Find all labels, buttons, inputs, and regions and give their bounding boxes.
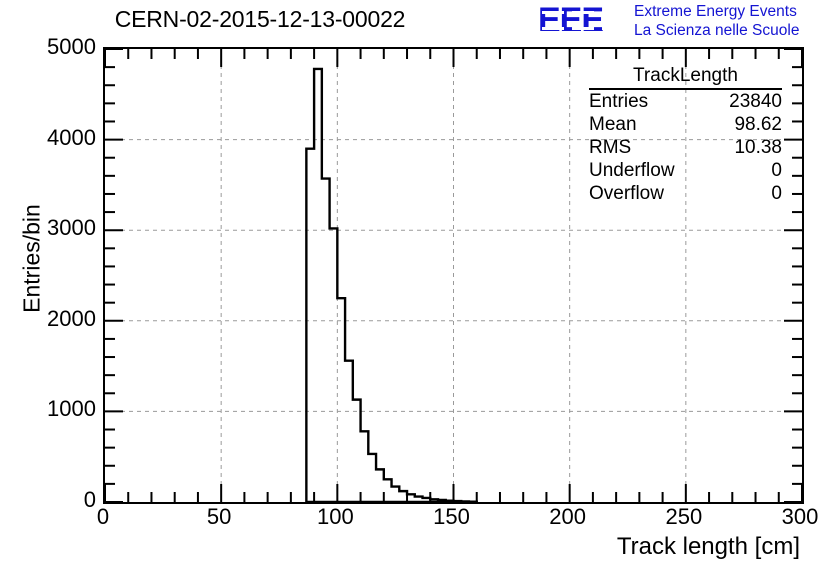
- y-axis-tick-labels: 0 1000 2000 3000 4000 5000: [0, 36, 96, 511]
- eee-logo-strike-5: [602, 11, 624, 14]
- stats-row-value: 23840: [729, 91, 782, 112]
- stats-row: Overflow 0: [589, 182, 782, 205]
- stats-row-key: RMS: [589, 137, 632, 158]
- y-tick-label: 4000: [47, 124, 96, 150]
- stats-row: Underflow 0: [589, 159, 782, 182]
- x-tick-label: 100: [316, 504, 354, 529]
- stats-row-value: 98.62: [734, 114, 782, 135]
- eee-logo: EEE Extreme Energy Events La Scienza nel…: [538, 2, 834, 42]
- stats-row: Entries 23840: [589, 90, 782, 113]
- x-axis-tick-labels: 0 50 100 150 200 250 300: [97, 504, 818, 535]
- axis-ticks: [104, 48, 803, 503]
- eee-logo-strike-4: [572, 27, 594, 30]
- eee-logo-strike-2: [542, 27, 564, 30]
- y-tick-label: 1000: [47, 396, 96, 422]
- x-tick-label: 150: [433, 504, 470, 529]
- x-tick-label: 0: [96, 504, 110, 529]
- x-tick-label: 300: [781, 504, 819, 529]
- y-tick-label: 0: [83, 487, 96, 512]
- plot-frame: [103, 47, 804, 504]
- x-tick-label: 50: [206, 504, 232, 529]
- stats-row-key: Underflow: [589, 160, 675, 181]
- eee-logo-line-1: Extreme Energy Events: [634, 3, 797, 20]
- x-axis-title: Track length [cm]: [616, 533, 800, 560]
- eee-logo-strike-3: [572, 11, 594, 14]
- stats-box-rows: Entries 23840 Mean 98.62 RMS 10.38 Underflow 0 O…: [589, 90, 782, 205]
- y-tick-label: 2000: [47, 305, 96, 331]
- y-tick-label: 5000: [47, 34, 96, 59]
- stats-row: Mean 98.62: [589, 113, 782, 136]
- eee-logo-mark: EEE: [538, 1, 604, 39]
- stats-row-value: 0: [771, 160, 782, 181]
- histogram-series: [305, 67, 478, 504]
- eee-logo-text: Extreme Energy Events La Scienza nelle S…: [634, 2, 799, 40]
- stats-box: TrackLength Entries 23840 Mean 98.62 RMS 10.3…: [589, 64, 782, 205]
- eee-logo-strike-6: [602, 27, 624, 30]
- stats-row-key: Entries: [589, 91, 649, 112]
- stats-row: RMS 10.38: [589, 136, 782, 159]
- eee-logo-strike-1: [542, 11, 564, 14]
- stats-row-key: Mean: [589, 114, 637, 135]
- x-tick-label: 200: [549, 504, 587, 529]
- stats-row-value: 10.38: [734, 137, 782, 158]
- y-tick-label: 3000: [47, 215, 96, 241]
- eee-logo-line-2: La Scienza nelle Scuole: [634, 22, 800, 39]
- stats-row-key: Overflow: [589, 183, 664, 204]
- stats-box-title: TrackLength: [589, 64, 782, 90]
- x-tick-label: 250: [665, 504, 703, 529]
- page-title: CERN-02-2015-12-13-00022: [114, 6, 406, 32]
- stats-row-value: 0: [771, 183, 782, 204]
